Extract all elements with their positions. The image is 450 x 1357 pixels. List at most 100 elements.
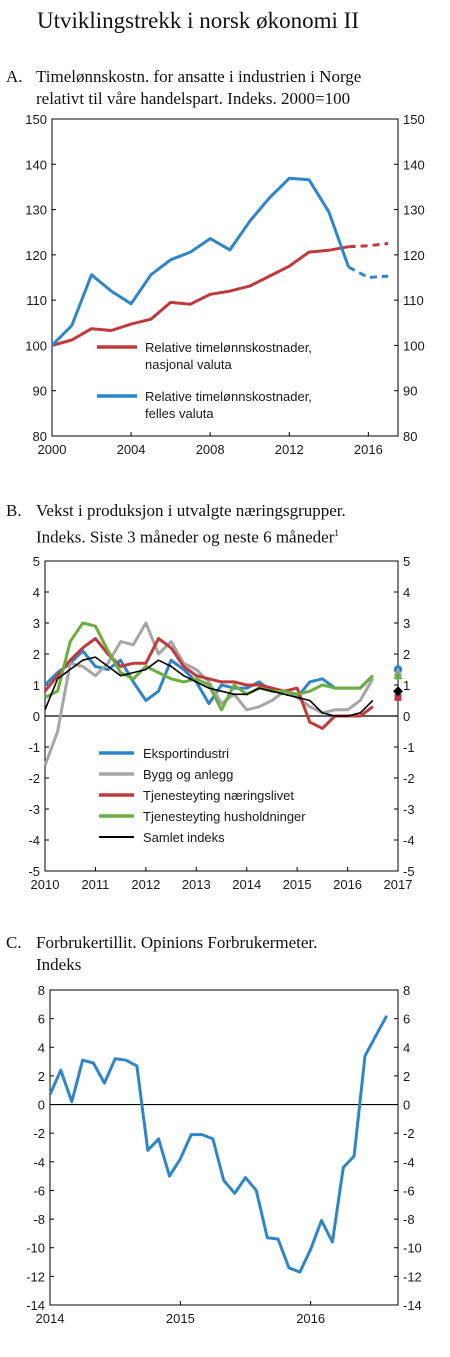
y-tick-label-right: -12: [403, 1269, 422, 1284]
series-marker-4: [393, 686, 403, 697]
x-tick-label: 2012: [275, 442, 304, 457]
y-tick-label-left: 130: [25, 203, 47, 218]
y-tick-label-right: 2: [403, 1069, 410, 1084]
y-tick-label-left: 2: [38, 1069, 45, 1084]
x-tick-label: 2014: [36, 1311, 65, 1326]
x-tick-label: 2015: [166, 1311, 195, 1326]
y-tick-label-right: -4: [403, 1155, 415, 1170]
y-tick-label-left: 120: [25, 248, 47, 263]
y-tick-label-right: 3: [403, 616, 410, 631]
page-title: Utviklingstrekk i norsk økonomi II: [37, 8, 359, 33]
y-tick-label-left: 0: [33, 709, 40, 724]
series-line-1: [50, 176, 351, 347]
y-tick-label-right: 5: [403, 554, 410, 569]
y-tick-label-right: 80: [403, 429, 417, 444]
y-tick-label-right: -14: [403, 1298, 422, 1313]
panel-b-title: B. Vekst i produksjon i utvalgte næringsg…: [6, 500, 346, 549]
series-projection-0: [348, 242, 389, 249]
panel-c-title: C. Forbrukertillit. Opinions Forbrukermet…: [6, 932, 317, 976]
legend-label-1: felles valuta: [145, 406, 214, 421]
y-tick-label-right: 1: [403, 678, 410, 693]
panel-b-letter: B.: [6, 501, 22, 520]
x-tick-label: 2017: [384, 877, 413, 892]
legend-label-2: Tjenesteyting næringslivet: [143, 788, 294, 803]
legend-label-0: Relative timelønnskostnader,: [145, 340, 312, 355]
y-tick-label-right: 140: [403, 157, 425, 172]
legend-label-0: nasjonal valuta: [145, 357, 232, 372]
y-tick-label-right: -2: [403, 771, 415, 786]
plot-frame: [49, 989, 399, 1306]
y-tick-label-left: -10: [26, 1241, 45, 1256]
legend-label-4: Samlet indeks: [143, 830, 225, 845]
panel-b-title-line1: Vekst i produksjon i utvalgte næringsgru…: [36, 501, 346, 520]
series-line-0: [51, 245, 349, 347]
y-tick-label-right: -4: [403, 833, 415, 848]
panel-a-title: A. Timelønnskostn. for ansatte i industri…: [6, 66, 361, 110]
y-tick-label-right: -8: [403, 1212, 415, 1227]
y-tick-label-right: 0: [403, 1098, 410, 1113]
x-tick-label: 2014: [232, 877, 261, 892]
series-line-0: [43, 649, 374, 706]
y-tick-label-left: 5: [33, 554, 40, 569]
y-tick-label-right: 4: [403, 585, 410, 600]
y-tick-label-left: -1: [28, 740, 40, 755]
panel-b-title-line2: Indeks. Siste 3 måneder og neste 6 måned…: [36, 527, 335, 547]
x-tick-label: 2015: [283, 877, 312, 892]
panel-c-title-line1: Forbrukertillit. Opinions Forbrukermeter…: [36, 933, 318, 952]
y-tick-label-left: -5: [28, 864, 40, 879]
series-line-2: [43, 637, 374, 730]
y-tick-label-left: -8: [33, 1212, 45, 1227]
panel-a-title-line2: relativt til våre handelspart. Indeks. 2…: [36, 89, 351, 108]
legend-label-1: Relative timelønnskostnader,: [145, 389, 312, 404]
panel-c-letter: C.: [6, 933, 22, 952]
y-tick-label-left: -2: [28, 771, 40, 786]
y-tick-label-left: -14: [26, 1298, 45, 1313]
x-tick-label: 2000: [38, 442, 67, 457]
x-tick-label: 2004: [117, 442, 146, 457]
x-tick-label: 2013: [182, 877, 211, 892]
y-tick-label-right: 100: [403, 338, 425, 353]
x-tick-label: 2012: [131, 877, 160, 892]
y-tick-label-left: 110: [26, 293, 47, 308]
series-line-0: [48, 1015, 389, 1274]
y-tick-label-left: 0: [38, 1098, 45, 1113]
y-tick-label-right: 2: [403, 647, 410, 662]
y-tick-label-left: -2: [33, 1126, 45, 1141]
y-tick-label-right: 0: [403, 709, 410, 724]
y-tick-label-left: -4: [33, 1155, 45, 1170]
y-tick-label-left: 150: [25, 112, 47, 127]
y-tick-label-left: 6: [38, 1012, 45, 1027]
y-tick-label-left: 3: [33, 616, 40, 631]
y-tick-label-left: 8: [38, 983, 45, 998]
x-tick-label: 2016: [333, 877, 362, 892]
panel-a-letter: A.: [6, 67, 23, 86]
y-tick-label-right: 6: [403, 1012, 410, 1027]
y-tick-label-right: 4: [403, 1040, 410, 1055]
y-tick-label-right: -3: [403, 802, 415, 817]
series-line-3: [44, 621, 374, 712]
y-tick-label-left: -12: [26, 1269, 45, 1284]
x-tick-label: 2008: [196, 442, 225, 457]
series-line-4: [44, 656, 374, 717]
y-tick-label-right: 90: [403, 384, 417, 399]
y-tick-label-left: -6: [33, 1183, 45, 1198]
y-tick-label-left: 100: [25, 338, 47, 353]
legend-label-3: Tjenesteyting husholdninger: [143, 809, 306, 824]
x-tick-label: 2010: [31, 877, 60, 892]
y-tick-label-left: 4: [38, 1040, 45, 1055]
y-tick-label-right: -6: [403, 1183, 415, 1198]
series-projection-1: [347, 265, 389, 280]
series-marker-3: [393, 670, 403, 680]
panel-a-title-line1: Timelønnskostn. for ansatte i industrien…: [36, 67, 362, 86]
y-tick-label-right: -2: [403, 1126, 415, 1141]
panel-c-title-line2: Indeks: [36, 955, 82, 974]
y-tick-label-left: -3: [28, 802, 40, 817]
y-tick-label-right: 130: [403, 203, 425, 218]
x-tick-label: 2016: [354, 442, 383, 457]
y-tick-label-left: -4: [28, 833, 40, 848]
panel-b-footnote: 1: [334, 528, 339, 538]
y-tick-label-right: -10: [403, 1241, 422, 1256]
chart-b: -5 -5 -4 -4 -3 -3 -2 -2 -1 -1 0 0 1 1 2 2 3 3 4 4 5 5 2010 2011…: [28, 554, 415, 892]
y-tick-label-left: 140: [25, 157, 47, 172]
y-tick-label-right: -5: [403, 864, 415, 879]
